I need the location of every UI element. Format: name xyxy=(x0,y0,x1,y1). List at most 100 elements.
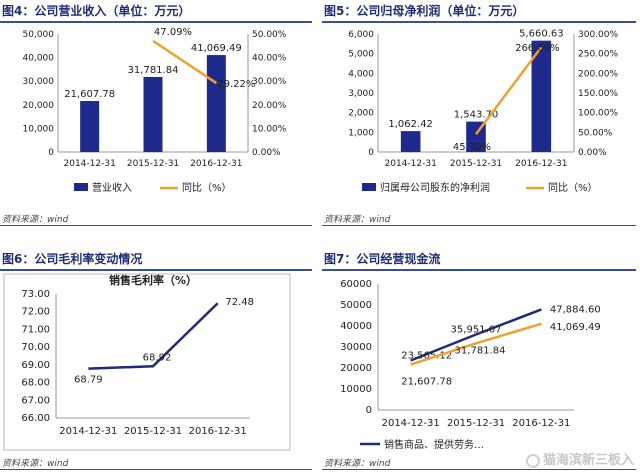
net-profit-panel: 图5：公司归母净利润（单位：万元） 0 1,000 2,000 3,000 4,000 5… xyxy=(322,0,640,236)
y-right-tick-label: 150.00% xyxy=(578,89,618,99)
y-tick-label: 0 xyxy=(366,405,372,416)
figure-caption: 图6：公司毛利率变动情况 xyxy=(2,252,143,266)
y-right-tick-label: 10.00% xyxy=(252,124,287,134)
y-tick-label: 67.00 xyxy=(21,395,50,406)
source-rule xyxy=(322,469,636,470)
caption-rule xyxy=(322,21,636,23)
x-tick-label: 2016-12-31 xyxy=(512,418,570,429)
data-label: 41,069.49 xyxy=(550,322,601,333)
source-note: 资料来源：wind xyxy=(324,459,391,469)
y-left-tick-label: 3,000 xyxy=(348,89,374,99)
legend-bar-label: 营业收入 xyxy=(92,181,132,194)
data-label: 23,565.12 xyxy=(401,351,452,362)
x-tick-label: 2016-12-31 xyxy=(189,426,247,437)
x-tick-label: 2014-12-31 xyxy=(382,418,440,429)
chart-title: 销售毛利率（%） xyxy=(109,273,197,287)
watermark-text: 猫海滨新三板入 xyxy=(542,453,634,468)
legend-bar-label: 归属母公司股东的净利润 xyxy=(380,181,490,194)
data-label: 68.79 xyxy=(74,375,103,386)
x-tick-label: 2015-12-31 xyxy=(450,159,502,169)
y-tick-label: 40000 xyxy=(340,321,372,332)
cash-flow-panel: 图7：公司经营现金流 0 10000 20000 30000 40000 50000 600… xyxy=(322,248,640,472)
line-data-label: 29.22% xyxy=(217,79,255,90)
y-tick-label: 72.00 xyxy=(21,307,50,318)
line-data-label: 266.69% xyxy=(515,43,560,54)
x-tick-label: 2015-12-31 xyxy=(124,426,182,437)
data-label: 21,607.78 xyxy=(401,377,452,388)
yoy-growth-line xyxy=(152,39,218,85)
figure-caption: 图4：公司营业收入（单位：万元） xyxy=(2,4,191,18)
series-line xyxy=(410,322,542,366)
data-label: 35,951.07 xyxy=(451,325,502,336)
x-tick-label: 2015-12-31 xyxy=(127,159,179,169)
caption-rule xyxy=(0,269,312,271)
data-label: 72.48 xyxy=(225,297,254,308)
bar-data-label: 5,660.63 xyxy=(519,29,564,40)
source-note: 资料来源：wind xyxy=(2,215,69,225)
source-note: 资料来源：wind xyxy=(2,459,69,469)
source-rule xyxy=(322,225,636,226)
y-tick-label: 70.00 xyxy=(21,342,50,353)
legend-bar-swatch xyxy=(74,183,88,191)
y-left-tick-label: 4,000 xyxy=(348,69,374,79)
y-right-tick-label: 0.00% xyxy=(578,148,607,158)
y-left-tick-label: 50,000 xyxy=(23,30,55,40)
x-tick-label: 2015-12-31 xyxy=(447,418,505,429)
y-tick-label: 66.00 xyxy=(21,413,50,424)
bar-data-label: 41,069.49 xyxy=(191,43,242,54)
revenue-chart: 0 10,000 20,000 30,000 40,000 50,000 0.00% 10.0… xyxy=(23,27,287,194)
caption-rule xyxy=(0,21,312,23)
data-label: 31,781.84 xyxy=(455,345,506,356)
y-left-tick-label: 0 xyxy=(48,148,54,158)
line-data-label: 47.09% xyxy=(154,27,192,38)
bar xyxy=(531,40,552,152)
figure-caption: 图5：公司归母净利润（单位：万元） xyxy=(324,4,525,18)
y-tick-label: 73.00 xyxy=(21,289,50,300)
caption-rule xyxy=(322,269,636,271)
y-left-tick-label: 5,000 xyxy=(348,50,374,60)
legend-label: 销售商品、提供劳务… xyxy=(384,438,484,451)
source-rule xyxy=(0,225,312,226)
x-tick-label: 2014-12-31 xyxy=(64,159,116,169)
y-right-tick-label: 300.00% xyxy=(578,30,618,40)
y-left-tick-label: 30,000 xyxy=(23,77,55,87)
series-line xyxy=(88,302,219,370)
y-right-tick-label: 40.00% xyxy=(252,54,287,64)
gross-margin-chart: 销售毛利率（%） 66.00 67.00 68.00 69.00 70.00 71.00 72… xyxy=(3,273,291,451)
y-left-tick-label: 0 xyxy=(368,148,374,158)
y-left-tick-label: 10,000 xyxy=(23,124,55,134)
y-right-tick-label: 50.00% xyxy=(252,30,287,40)
y-right-tick-label: 200.00% xyxy=(578,69,618,79)
x-tick-label: 2016-12-31 xyxy=(190,159,242,169)
y-tick-label: 20000 xyxy=(340,363,372,374)
data-label: 68.92 xyxy=(143,352,172,363)
y-right-tick-label: 0.00% xyxy=(252,148,281,158)
net-profit-chart: 0 1,000 2,000 3,000 4,000 5,000 6,000 0.00% 50.0… xyxy=(348,29,618,194)
y-tick-label: 60000 xyxy=(340,279,372,290)
bar xyxy=(206,55,226,152)
y-right-tick-label: 50.00% xyxy=(578,128,613,138)
bar xyxy=(400,131,421,152)
x-tick-label: 2016-12-31 xyxy=(515,159,567,169)
wechat-logo-icon xyxy=(525,453,540,468)
legend-bar-swatch xyxy=(362,183,376,191)
legend-line-label: 同比（%） xyxy=(548,182,598,194)
yoy-growth-line xyxy=(475,46,543,135)
y-left-tick-label: 2,000 xyxy=(348,109,374,119)
series-line xyxy=(410,308,542,362)
bar-data-label: 31,781.84 xyxy=(128,65,179,76)
y-tick-label: 30000 xyxy=(340,342,372,353)
data-label: 47,884.60 xyxy=(550,304,601,315)
y-right-tick-label: 100.00% xyxy=(578,109,618,119)
plot-frame xyxy=(3,273,291,451)
y-right-tick-label: 30.00% xyxy=(252,77,287,87)
cash-flow-chart: 0 10000 20000 30000 40000 50000 60000 2014-12-3… xyxy=(340,279,601,451)
watermark: 猫海滨新三板入 xyxy=(525,449,634,468)
y-left-tick-label: 6,000 xyxy=(348,30,374,40)
y-right-tick-label: 20.00% xyxy=(252,101,287,111)
y-tick-label: 50000 xyxy=(340,300,372,311)
revenue-panel: 图4：公司营业收入（单位：万元） 0 10,000 20,000 30,000 40,0… xyxy=(0,0,316,236)
y-left-tick-label: 40,000 xyxy=(23,54,55,64)
y-tick-label: 71.00 xyxy=(21,324,50,335)
y-tick-label: 10000 xyxy=(340,384,372,395)
